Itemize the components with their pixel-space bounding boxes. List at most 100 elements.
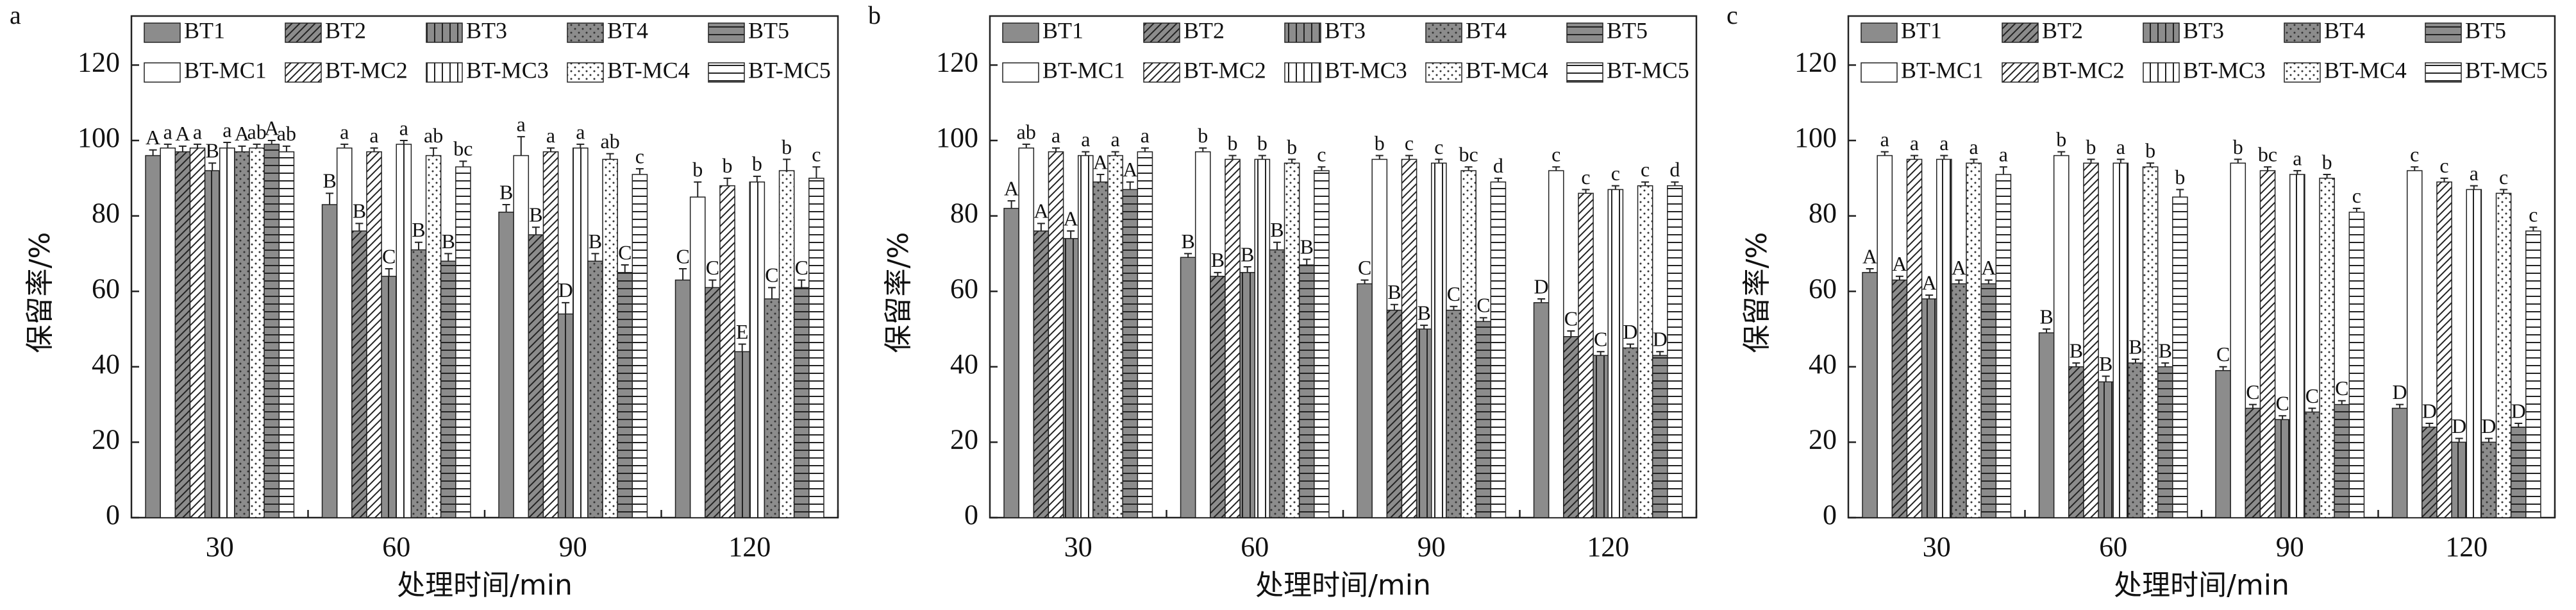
bar <box>263 144 280 518</box>
significance-label: B <box>1300 235 1314 258</box>
legend-label: BT-MC3 <box>2183 57 2266 83</box>
bar <box>1033 230 1050 518</box>
y-tick-label: 80 <box>92 198 120 229</box>
error-bar <box>2219 366 2227 371</box>
legend-swatch <box>144 62 181 83</box>
error-bar <box>2308 407 2316 412</box>
bar <box>2451 441 2467 518</box>
significance-label: ab <box>424 124 443 147</box>
significance-label: B <box>2099 352 2112 375</box>
bar <box>528 234 544 518</box>
error-bar <box>2411 166 2419 171</box>
error-bar <box>1611 185 1619 190</box>
bar <box>1906 158 1923 518</box>
error-bar <box>1126 181 1134 190</box>
error-bar <box>2352 207 2361 212</box>
legend-swatch <box>426 62 463 83</box>
bar <box>1563 336 1579 518</box>
legend-swatch <box>2284 62 2321 83</box>
bar <box>1003 208 1019 518</box>
y-tick-label: 60 <box>92 273 120 304</box>
bar <box>1225 158 1241 518</box>
legend-label: BT1 <box>184 17 225 43</box>
error-bar <box>1007 200 1016 208</box>
legend-label: BT-MC4 <box>607 57 690 83</box>
significance-label: B <box>353 199 366 223</box>
error-bar <box>2514 423 2523 427</box>
error-bar <box>2072 362 2080 367</box>
y-tick-label: 40 <box>1809 348 1837 380</box>
error-bar <box>178 145 187 152</box>
error-bar <box>1552 166 1560 171</box>
bar <box>2348 211 2365 518</box>
error-bar <box>798 279 806 288</box>
bar <box>1637 185 1653 518</box>
bar <box>587 260 603 518</box>
error-bar <box>1567 330 1575 337</box>
legend-label: BT-MC4 <box>2324 57 2407 83</box>
error-bar <box>1671 181 1679 186</box>
error-bar <box>606 153 614 160</box>
y-axis-label: 保留率/% <box>882 232 915 353</box>
bar <box>2068 366 2084 518</box>
significance-label: D <box>2422 399 2437 422</box>
error-bar <box>1022 143 1030 148</box>
legend-label: BT2 <box>325 17 366 43</box>
legend-swatch <box>2143 62 2180 83</box>
bar <box>2525 230 2541 518</box>
legend-swatch <box>2002 62 2039 83</box>
error-bar <box>2161 362 2170 367</box>
significance-label: c <box>1405 131 1414 155</box>
error-bar <box>591 253 599 262</box>
legend-swatch <box>426 22 463 43</box>
error-bar <box>2087 158 2095 164</box>
bar <box>1357 283 1373 518</box>
significance-label: D <box>1534 275 1549 298</box>
legend-swatch <box>1861 22 1898 43</box>
bar <box>1401 158 1418 518</box>
significance-label: ab <box>1017 120 1036 143</box>
bar <box>1533 302 1550 518</box>
significance-label: C <box>618 241 631 264</box>
bar <box>631 174 648 518</box>
error-bar <box>2248 403 2257 409</box>
legend-swatch <box>1566 62 1603 83</box>
significance-label: C <box>1594 328 1607 351</box>
significance-label: a <box>1970 135 1978 158</box>
error-bar <box>223 141 231 148</box>
legend-swatch <box>2002 22 2039 43</box>
bar <box>2495 192 2512 518</box>
significance-label: C <box>382 244 396 267</box>
legend-swatch <box>1861 62 1898 83</box>
bar <box>145 155 161 518</box>
error-bar <box>1082 151 1090 156</box>
y-tick-label: 0 <box>1823 499 1837 530</box>
bar <box>719 185 735 518</box>
y-tick-label: 120 <box>936 47 978 78</box>
bar <box>351 230 367 518</box>
bar <box>1416 328 1432 518</box>
error-bar <box>694 181 702 198</box>
bar <box>204 170 221 518</box>
significance-label: ab <box>277 122 296 145</box>
error-bar <box>547 147 555 152</box>
significance-label: a <box>546 124 555 147</box>
significance-label: A <box>146 126 160 149</box>
significance-label: c <box>1641 158 1650 181</box>
bar <box>455 166 471 518</box>
significance-label: a <box>576 120 585 143</box>
legend-swatch <box>285 22 322 43</box>
x-axis-label: 处理时间/min <box>1255 569 1431 602</box>
legend-swatch <box>1425 62 1462 83</box>
significance-label: b <box>723 154 733 177</box>
bar <box>1107 155 1123 518</box>
bar <box>174 151 191 518</box>
error-bar <box>1317 166 1326 171</box>
y-tick-label: 120 <box>78 47 120 78</box>
bar <box>1048 151 1064 518</box>
significance-label: B <box>322 169 336 192</box>
significance-label: bc <box>1459 143 1478 166</box>
legend-label: BT3 <box>466 17 507 43</box>
legend-label: BT-MC2 <box>1183 57 1266 83</box>
